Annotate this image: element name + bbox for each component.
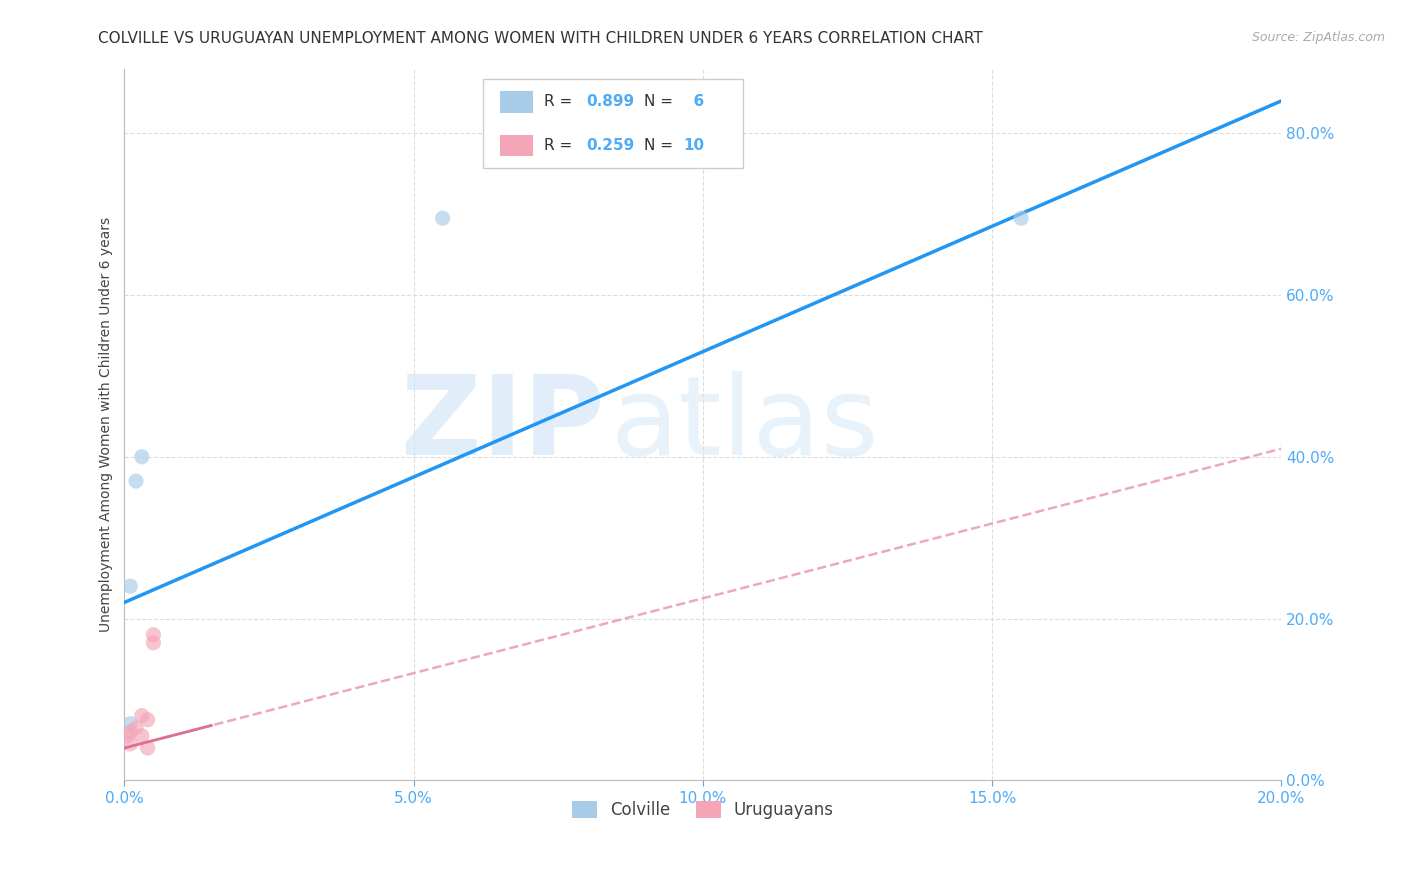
Point	[120, 716, 142, 731]
Text: 0.259: 0.259	[586, 138, 634, 153]
Text: ZIP: ZIP	[401, 371, 605, 478]
Point	[142, 636, 165, 650]
Text: R =: R =	[544, 95, 578, 110]
Legend: Colville, Uruguayans: Colville, Uruguayans	[565, 794, 841, 825]
Text: 6: 6	[683, 95, 704, 110]
Bar	[501, 91, 533, 112]
Point	[120, 737, 142, 751]
Point	[117, 729, 139, 743]
Point	[432, 211, 454, 226]
Point	[125, 721, 148, 735]
FancyBboxPatch shape	[484, 79, 744, 169]
Point	[142, 628, 165, 642]
Text: N =: N =	[644, 138, 678, 153]
Text: 0.899: 0.899	[586, 95, 634, 110]
Point	[125, 474, 148, 488]
Point	[136, 741, 159, 756]
Point	[1010, 211, 1032, 226]
Text: 10: 10	[683, 138, 704, 153]
Text: atlas: atlas	[610, 371, 879, 478]
Point	[120, 724, 142, 739]
Y-axis label: Unemployment Among Women with Children Under 6 years: Unemployment Among Women with Children U…	[100, 217, 114, 632]
Text: R =: R =	[544, 138, 578, 153]
Point	[131, 729, 153, 743]
Point	[131, 708, 153, 723]
Text: COLVILLE VS URUGUAYAN UNEMPLOYMENT AMONG WOMEN WITH CHILDREN UNDER 6 YEARS CORRE: COLVILLE VS URUGUAYAN UNEMPLOYMENT AMONG…	[98, 31, 983, 46]
Point	[120, 579, 142, 593]
Point	[131, 450, 153, 464]
Text: Source: ZipAtlas.com: Source: ZipAtlas.com	[1251, 31, 1385, 45]
Bar	[501, 135, 533, 156]
Text: N =: N =	[644, 95, 678, 110]
Point	[136, 713, 159, 727]
